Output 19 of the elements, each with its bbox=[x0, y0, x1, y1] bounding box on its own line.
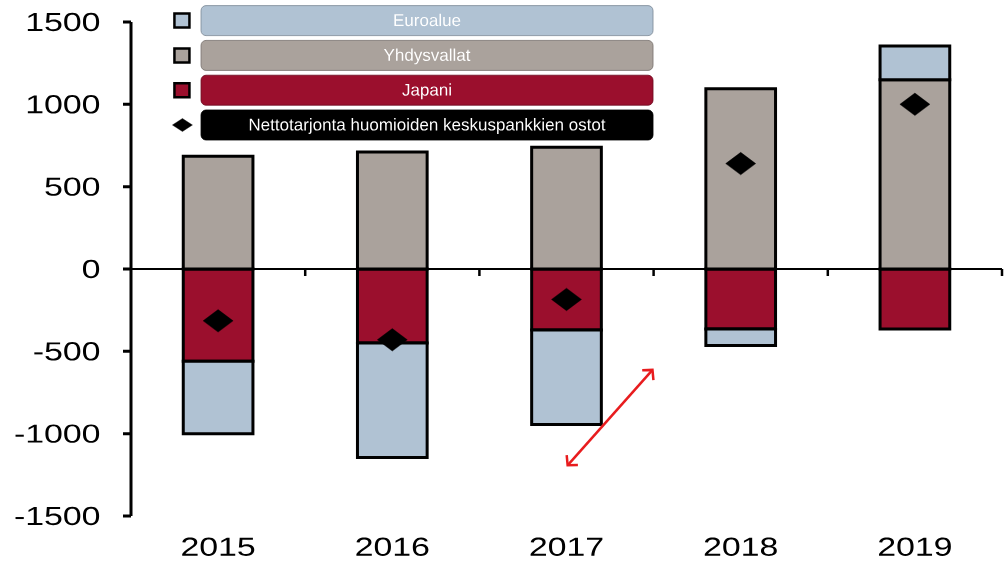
y-tick-label: -1500 bbox=[15, 506, 100, 526]
x-tick-label: 2015 bbox=[182, 537, 255, 556]
y-tick-label: 1000 bbox=[27, 95, 100, 114]
point bbox=[377, 328, 408, 352]
text: Nettotarjonta huomioiden keskuspankkien ostot bbox=[249, 118, 606, 134]
y-tick-label: 1500 bbox=[27, 12, 100, 32]
y-tick-label: 0 bbox=[82, 259, 100, 279]
text: Euroalue bbox=[394, 13, 461, 27]
y-tick-label: -500 bbox=[34, 342, 100, 361]
point bbox=[899, 92, 931, 116]
x-tick-label: 2016 bbox=[356, 537, 429, 556]
x-tick-label: 2019 bbox=[879, 537, 951, 556]
x-tick-label: 2018 bbox=[704, 537, 777, 556]
point bbox=[725, 152, 756, 176]
x-tick-label: 2017 bbox=[530, 537, 603, 556]
y-tick-label: -1000 bbox=[15, 424, 100, 443]
text: Yhdysvallat bbox=[383, 48, 471, 65]
text: Japani bbox=[402, 83, 451, 100]
y-tick-label: 500 bbox=[45, 177, 100, 196]
